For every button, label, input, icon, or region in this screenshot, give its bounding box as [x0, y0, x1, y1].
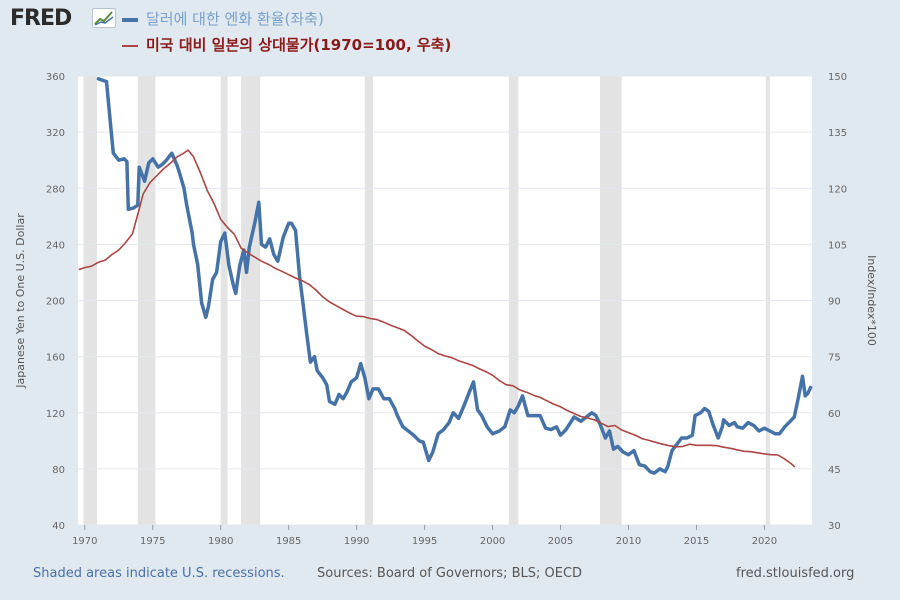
site-link[interactable]: fred.stlouisfed.org — [736, 566, 855, 581]
chart-line-icon — [92, 8, 116, 28]
recessions-note: Shaded areas indicate U.S. recessions. — [33, 566, 285, 581]
series-line-relative-price — [78, 149, 796, 468]
legend-swatch-price — [122, 44, 138, 47]
y-left-tick-label: 320 — [46, 128, 65, 139]
series-line-yen-rate — [96, 77, 813, 475]
legend-label-yen: 달러에 대한 엔화 환율(좌축) — [146, 10, 324, 28]
y-left-tick-label: 360 — [46, 72, 65, 83]
left-axis: 40 80 120 160 200 240 280 320 360 — [46, 72, 65, 532]
y-left-tick-label: 80 — [52, 465, 65, 476]
x-tick-label: 1990 — [344, 536, 369, 547]
x-tick-label: 2005 — [548, 536, 573, 547]
y-right-tick-label: 105 — [828, 240, 847, 251]
x-tick-label: 1995 — [412, 536, 437, 547]
right-axis-title: Index/Index*100 — [865, 255, 878, 346]
x-tick-label: 1980 — [208, 536, 233, 547]
y-right-tick-label: 150 — [828, 72, 847, 83]
y-right-tick-label: 90 — [828, 297, 841, 308]
sources-text: Sources: Board of Governors; BLS; OECD — [317, 566, 583, 581]
x-tick-label: 1985 — [276, 536, 301, 547]
y-right-tick-label: 45 — [828, 465, 841, 476]
left-axis-title: Japanese Yen to One U.S. Dollar — [14, 213, 27, 389]
y-left-tick-label: 40 — [52, 521, 65, 532]
y-left-tick-label: 200 — [46, 297, 65, 308]
fred-logo[interactable]: FRED — [10, 6, 72, 31]
series-lines — [78, 77, 813, 475]
x-tick-label: 2015 — [684, 536, 709, 547]
y-right-tick-label: 75 — [828, 353, 841, 364]
x-axis: 1970 1975 1980 1985 1990 1995 2000 2005 2010 2015… — [72, 525, 777, 547]
x-tick-label: 1975 — [140, 536, 165, 547]
legend-item-relative-price[interactable]: 미국 대비 일본의 상대물가(1970=100, 우축) — [122, 34, 451, 55]
right-axis: 30 45 60 75 90 105 120 135 150 — [828, 72, 847, 532]
line-chart[interactable]: 40 80 120 160 200 240 280 320 360 30 45 60 75 90 105 1… — [0, 0, 900, 560]
y-right-tick-label: 60 — [828, 409, 841, 420]
legend-label-price: 미국 대비 일본의 상대물가(1970=100, 우축) — [146, 36, 452, 54]
y-left-tick-label: 280 — [46, 184, 65, 195]
chart-header: FRED 달러에 대한 엔화 환율(좌축) 미국 대비 일본의 상대물가(197… — [0, 0, 900, 62]
y-right-tick-label: 135 — [828, 128, 847, 139]
x-tick-label: 2010 — [616, 536, 641, 547]
x-tick-label: 2000 — [480, 536, 505, 547]
y-right-tick-label: 30 — [828, 521, 841, 532]
y-right-tick-label: 120 — [828, 184, 847, 195]
y-left-tick-label: 160 — [46, 353, 65, 364]
legend-swatch-yen — [122, 17, 138, 22]
y-left-tick-label: 240 — [46, 240, 65, 251]
y-left-tick-label: 120 — [46, 409, 65, 420]
x-tick-label: 1970 — [72, 536, 97, 547]
x-tick-label: 2020 — [752, 536, 777, 547]
legend-item-yen-rate[interactable]: 달러에 대한 엔화 환율(좌축) — [122, 8, 324, 29]
